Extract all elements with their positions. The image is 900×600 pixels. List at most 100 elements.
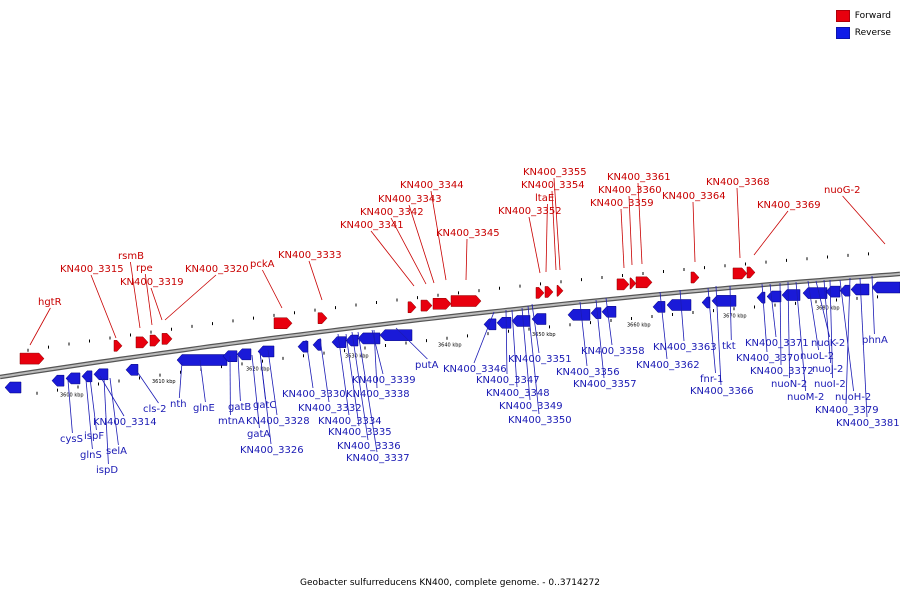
forward-gene-label: KN400_3368: [706, 177, 770, 188]
reverse-label-connector: [199, 359, 206, 403]
reverse-gene-label: KN400_3339: [352, 375, 416, 386]
reverse-label-connector: [259, 351, 272, 445]
reverse-label-connector: [715, 285, 722, 386]
reverse-label-connector: [351, 331, 369, 441]
reverse-gene-label: KN400_3314: [93, 417, 157, 428]
reverse-label-connector: [845, 277, 851, 405]
forward-gene-arrow: [135, 336, 149, 349]
reverse-gene-arrow: [81, 370, 93, 383]
reverse-gene-label: ispD: [96, 465, 118, 476]
reverse-gene-label: KN400_3358: [581, 346, 645, 357]
reverse-gene-arrow: [590, 307, 602, 319]
forward-gene-label: KN400_3343: [378, 194, 442, 205]
forward-gene-arrow: [19, 352, 45, 365]
reverse-gene-label: KN400_3366: [690, 386, 754, 397]
reverse-gene-label: KN400_3336: [337, 441, 401, 452]
forward-gene-arrow: [635, 276, 653, 289]
forward-gene-label: KN400_3359: [590, 198, 654, 209]
reverse-gene-arrow: [236, 348, 252, 361]
reverse-label-connector: [531, 303, 540, 354]
reverse-gene-arrow: [756, 291, 766, 304]
reverse-gene-label: KN400_3348: [486, 388, 550, 399]
reverse-gene-arrow: [825, 285, 841, 298]
reverse-gene-label: KN400_3346: [443, 364, 507, 375]
forward-gene-label: KN400_3364: [662, 191, 726, 202]
reverse-label-connector: [357, 331, 378, 453]
gene-layer: [4, 266, 900, 394]
reverse-label-connector: [769, 283, 777, 338]
reverse-gene-label: gatC: [253, 400, 276, 411]
forward-gene-label: KN400_3341: [340, 220, 404, 231]
reverse-gene-label: phnA: [862, 335, 888, 346]
forward-label-connector: [370, 230, 415, 287]
reverse-label-connector: [659, 291, 668, 360]
forward-gene-label: hgtR: [38, 297, 62, 308]
reverse-gene-arrow: [850, 283, 870, 296]
reverse-gene-arrow: [781, 289, 801, 301]
reverse-label-connector: [761, 283, 768, 353]
reverse-gene-arrow: [496, 317, 512, 329]
reverse-gene-label: KN400_3362: [636, 360, 700, 371]
forward-gene-arrow: [317, 312, 328, 324]
forward-label-connector: [262, 269, 283, 309]
reverse-gene-arrow: [312, 339, 322, 351]
reverse-gene-label: KN400_3332: [298, 403, 362, 414]
reverse-gene-label: glnE: [193, 403, 215, 414]
reverse-label-connector: [345, 333, 360, 427]
reverse-gene-label: KN400_3337: [346, 453, 410, 464]
reverse-label-connector: [305, 339, 314, 389]
reverse-gene-arrow: [601, 306, 617, 318]
scale-label: 3620 kbp: [246, 366, 270, 372]
forward-gene-label: KN400_3315: [60, 264, 124, 275]
scale-label: 3610 kbp: [152, 379, 176, 385]
reverse-gene-label: KN400_3350: [508, 415, 572, 426]
reverse-label-connector: [779, 282, 782, 366]
reverse-gene-label: KN400_3363: [653, 342, 717, 353]
forward-gene-label: KN400_3354: [521, 180, 585, 191]
forward-gene-label: KN400_3369: [757, 200, 821, 211]
forward-gene-label: KN400_3352: [498, 206, 562, 217]
reverse-gene-label: KN400_3338: [346, 389, 410, 400]
reverse-gene-label: gatA: [247, 429, 270, 440]
reverse-label-connector: [371, 329, 384, 375]
forward-label-connector: [308, 260, 323, 301]
forward-label-connector: [465, 238, 468, 281]
forward-label-connector: [637, 182, 643, 265]
forward-label-connector: [130, 261, 141, 329]
reverse-gene-arrow: [531, 313, 547, 325]
reverse-gene-label: KN400_3381: [836, 418, 900, 429]
forward-gene-arrow: [149, 334, 161, 347]
reverse-gene-label: nuoL-2: [800, 351, 834, 362]
reverse-label-connector: [823, 279, 831, 364]
reverse-label-connector: [337, 333, 350, 416]
tick-layer: 3600 kbp 3610 kbp 3620 kbp 3630 kbp 3640 kbp…: [27, 252, 878, 398]
forward-gene-arrow: [556, 285, 564, 297]
forward-gene-label: KN400_3355: [523, 167, 587, 178]
legend-forward-label: Forward: [854, 10, 891, 21]
reverse-label-connector: [395, 327, 428, 360]
reverse-gene-label: KN400_3356: [556, 367, 620, 378]
forward-gene-arrow: [407, 301, 417, 314]
forward-label-connector: [620, 208, 625, 269]
reverse-gene-arrow: [652, 301, 666, 313]
reverse-label-connector: [605, 297, 613, 346]
backbone-layer: [0, 271, 900, 380]
reverse-label-connector: [679, 289, 685, 342]
reverse-label-connector: [473, 311, 495, 364]
reverse-gene-label: putA: [415, 360, 439, 371]
forward-label-connector: [90, 274, 117, 339]
forward-gene-arrow: [450, 295, 482, 307]
reverse-label-connector: [871, 275, 875, 335]
reverse-gene-label: KN400_3335: [328, 427, 392, 438]
reverse-gene-arrow: [357, 332, 381, 345]
reverse-gene-label: cysS: [60, 434, 83, 445]
reverse-label-connector: [729, 285, 732, 341]
forward-gene-label: nuoG-2: [824, 185, 861, 196]
reverse-gene-arrow: [297, 340, 309, 353]
reverse-gene-label: KN400_3351: [508, 354, 572, 365]
reverse-gene-label: nuoI-2: [814, 379, 846, 390]
reverse-gene-label: mtnA: [218, 416, 245, 427]
scale-label: 3680 kbp: [816, 306, 840, 312]
forward-label-connector: [150, 287, 163, 321]
